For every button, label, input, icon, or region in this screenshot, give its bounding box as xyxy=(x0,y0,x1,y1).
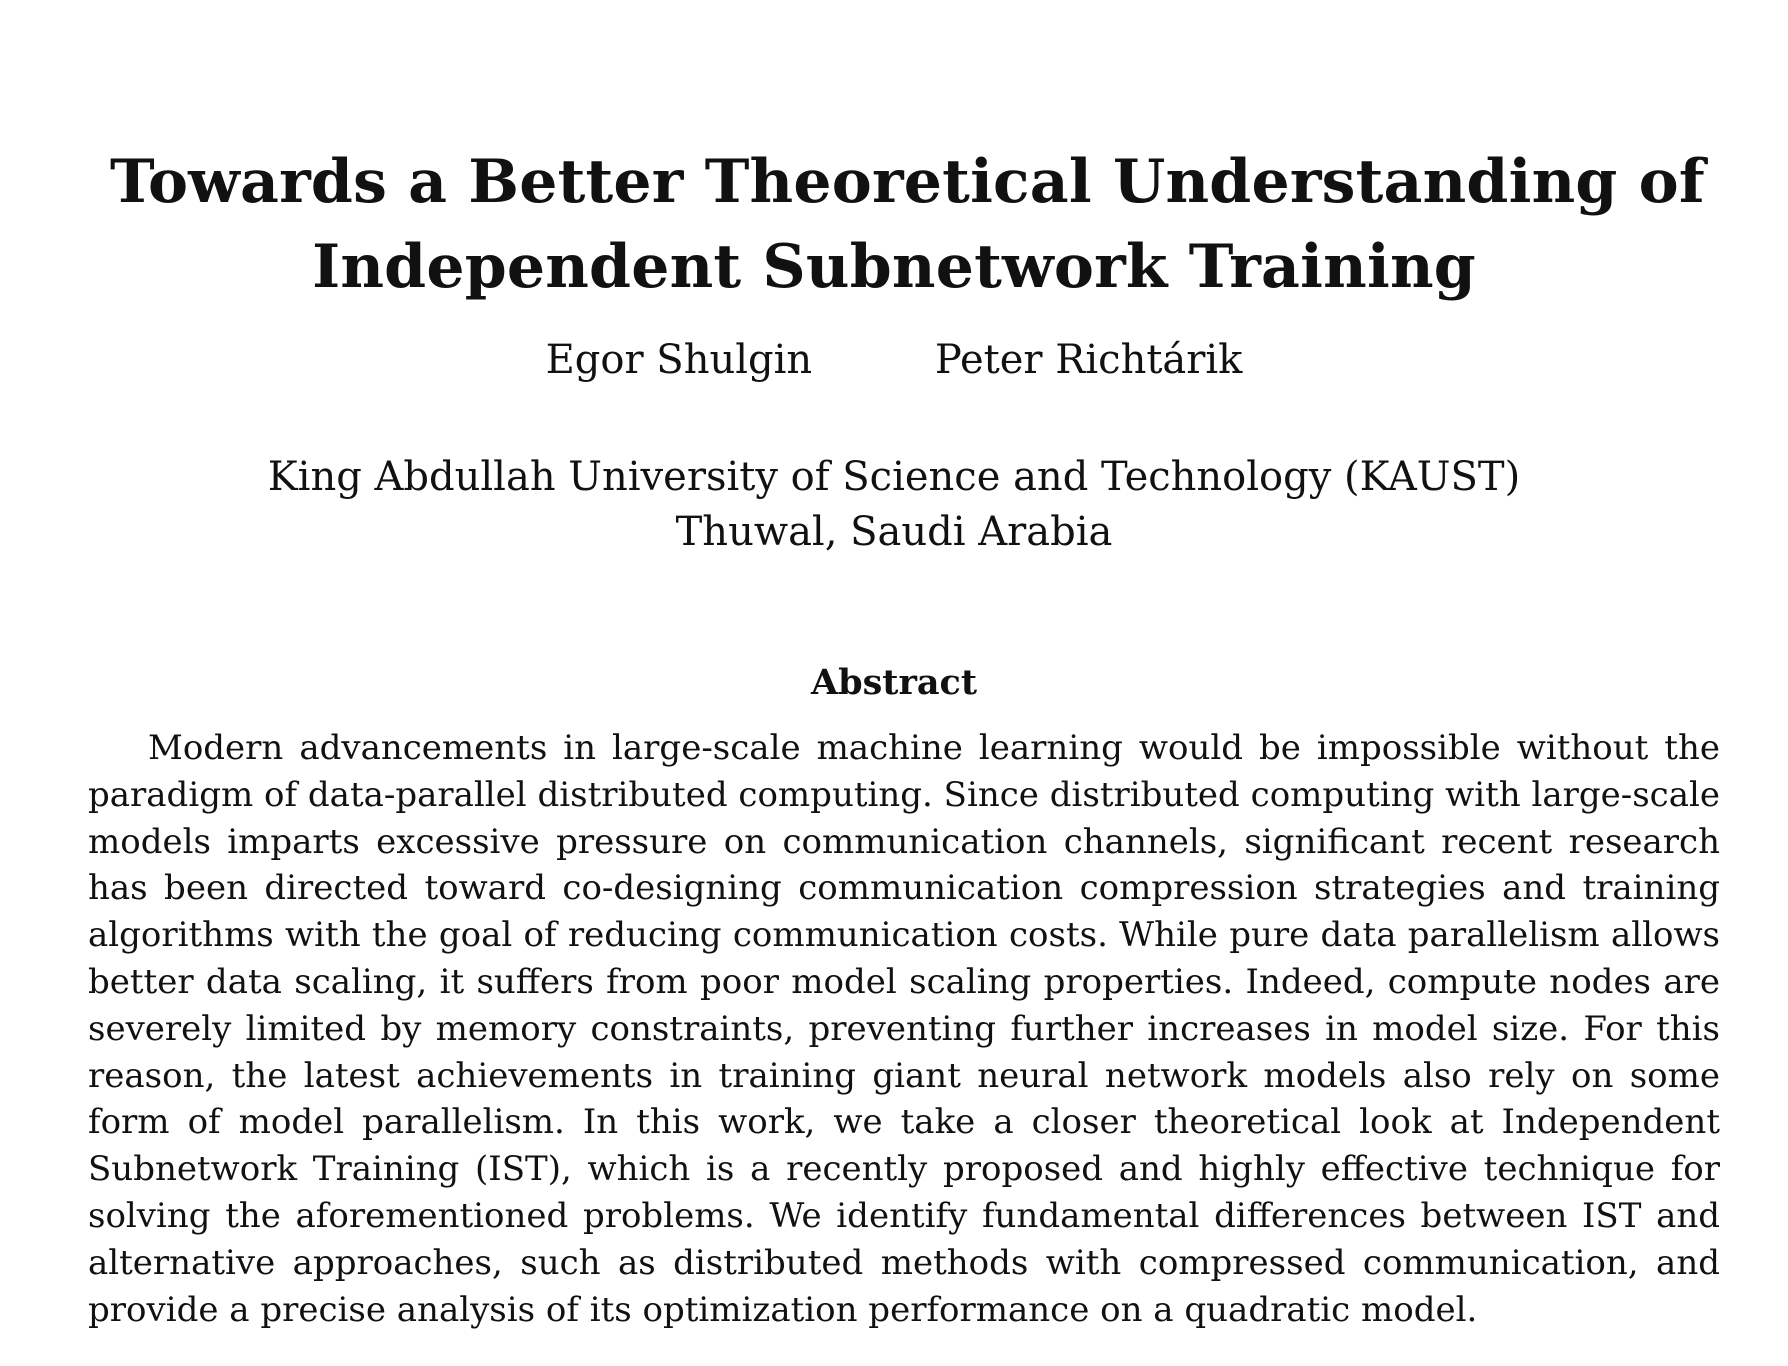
abstract-body: Modern advancements in large-scale machi… xyxy=(88,728,1720,1330)
abstract-heading: Abstract xyxy=(810,662,978,703)
paper-title: Towards a Better Theoretical Understandi… xyxy=(110,140,1705,310)
affiliation-location: Thuwal, Saudi Arabia xyxy=(675,509,1113,555)
affiliation: King Abdullah University of Science and … xyxy=(0,450,1788,560)
author-list: Egor Shulgin Peter Richtárik xyxy=(0,335,1788,385)
author-name: Egor Shulgin xyxy=(545,337,813,383)
author-name: Peter Richtárik xyxy=(934,337,1243,383)
title-line-2: Independent Subnetwork Training xyxy=(312,232,1476,303)
affiliation-institution: King Abdullah University of Science and … xyxy=(267,454,1521,500)
title-line-1: Towards a Better Theoretical Understandi… xyxy=(110,147,1705,218)
